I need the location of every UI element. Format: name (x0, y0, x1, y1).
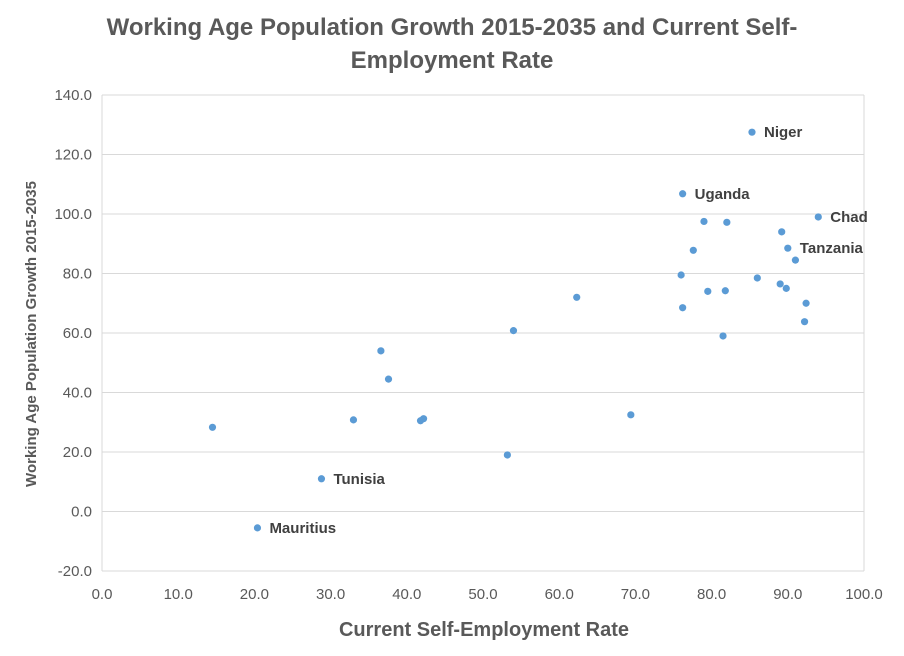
data-point (704, 287, 712, 295)
point-labels: Niger Uganda Chad Tanzania Tunisia Mauritius (269, 124, 867, 537)
data-point (782, 284, 790, 292)
data-point (700, 217, 708, 226)
data-point (784, 244, 792, 252)
y-tick-label: -20.0 (58, 563, 92, 580)
x-tick-label: 0.0 (92, 586, 113, 603)
x-tick-label: 20.0 (240, 586, 269, 603)
x-tick-label: 30.0 (316, 586, 345, 603)
x-tick-label: 50.0 (468, 586, 497, 603)
data-point (791, 256, 800, 264)
x-tick-label: 100.0 (845, 586, 883, 603)
point-label: Mauritius (269, 520, 336, 537)
data-point (802, 299, 810, 307)
data-point (253, 524, 262, 532)
y-tick-label: 120.0 (54, 147, 92, 164)
point-label: Tanzania (800, 240, 864, 257)
point-label: Niger (764, 124, 803, 141)
point-label: Uganda (695, 186, 751, 203)
data-point (509, 327, 518, 335)
y-tick-label: 80.0 (63, 266, 92, 283)
data-point (800, 318, 809, 326)
x-tick-label: 40.0 (392, 586, 421, 603)
y-tick-label: 20.0 (63, 444, 92, 461)
data-point (573, 293, 581, 301)
data-point (416, 417, 425, 425)
data-point (753, 274, 761, 282)
axes (101, 95, 865, 571)
data-point (778, 228, 786, 236)
data-point (689, 246, 697, 254)
point-label: Tunisia (333, 471, 385, 488)
x-tick-label: 10.0 (164, 586, 193, 603)
y-tick-label: 140.0 (54, 87, 92, 104)
y-tick-label: 100.0 (54, 206, 92, 223)
data-point (721, 287, 729, 295)
x-tick-labels: 0.0 10.0 20.0 30.0 40.0 50.0 60.0 70.0 80.0 90.0 1… (92, 586, 883, 603)
x-tick-label: 90.0 (773, 586, 802, 603)
data-point (814, 213, 822, 221)
data-points (208, 128, 822, 532)
data-point (384, 375, 393, 383)
chart-title-line-2: Employment Rate (351, 47, 554, 74)
x-tick-label: 70.0 (621, 586, 650, 603)
chart-title-line-1: Working Age Population Growth 2015-2035 … (107, 14, 798, 41)
data-point (317, 475, 326, 483)
y-tick-label: 40.0 (63, 385, 92, 402)
data-point (679, 304, 687, 312)
y-axis-title: Working Age Population Growth 2015-2035 (23, 181, 40, 487)
data-point (349, 416, 358, 424)
data-point (723, 218, 731, 226)
data-point (748, 128, 756, 136)
data-point (679, 190, 687, 198)
x-axis-title: Current Self-Employment Rate (339, 619, 629, 641)
point-label: Chad (830, 209, 868, 226)
data-point (776, 280, 784, 288)
y-tick-labels: -20.0 0.0 20.0 40.0 60.0 80.0 100.0 120.0 140.0 (54, 87, 92, 580)
x-tick-label: 60.0 (545, 586, 574, 603)
data-point (627, 411, 635, 419)
data-point (377, 347, 385, 355)
data-point (719, 332, 727, 340)
y-tick-label: 0.0 (71, 504, 92, 521)
gridlines (102, 94, 864, 572)
data-point (677, 271, 685, 279)
data-point (208, 423, 217, 431)
x-tick-label: 80.0 (697, 586, 726, 603)
y-tick-label: 60.0 (63, 325, 92, 342)
data-point (503, 451, 511, 459)
